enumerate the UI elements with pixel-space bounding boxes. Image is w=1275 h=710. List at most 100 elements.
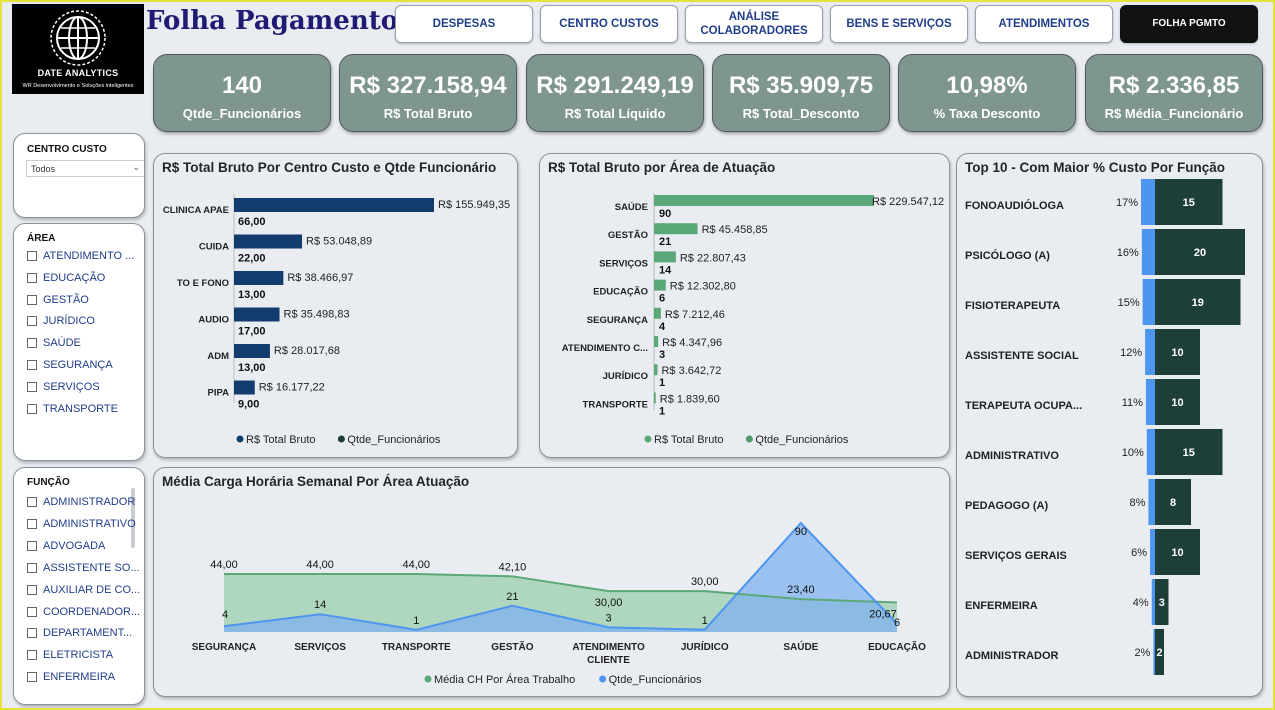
bar-qtde-funcionarios[interactable] (1155, 279, 1241, 325)
bar-total-bruto[interactable] (654, 307, 661, 319)
bar-total-bruto[interactable] (654, 251, 676, 263)
checkbox[interactable] (27, 650, 37, 661)
bar-percent-custo[interactable] (1151, 579, 1155, 625)
checkbox[interactable] (27, 338, 37, 349)
checkbox[interactable] (27, 316, 37, 327)
centro-custo-dropdown[interactable]: Todos ⌄ (26, 160, 144, 177)
bar-qtde-funcionarios[interactable] (1155, 629, 1164, 675)
bar-percent-custo[interactable] (1141, 179, 1155, 225)
data-label: 1 (659, 377, 665, 389)
kpi-value: 10,98% (946, 72, 1028, 99)
kpi-value: R$ 291.249,19 (536, 72, 694, 99)
checkbox[interactable] (27, 606, 37, 617)
scrollbar[interactable] (131, 488, 135, 548)
data-label: 44,00 (403, 559, 431, 571)
funcao-option-departament[interactable]: DEPARTAMENT... (27, 625, 132, 641)
funcao-option-eletricista[interactable]: ELETRICISTA (27, 647, 113, 663)
bar-qtde-funcionarios[interactable] (1155, 329, 1200, 375)
bar-total-bruto[interactable] (654, 392, 656, 404)
data-label: 4 (659, 321, 666, 333)
checkbox[interactable] (27, 360, 37, 370)
data-label: 1 (702, 615, 708, 627)
data-label: 21 (659, 236, 671, 248)
checkbox[interactable] (27, 272, 37, 283)
category-label: ADMINISTRATIVO (965, 450, 1059, 462)
area-option-educacao[interactable]: EDUCAÇÃO (27, 270, 105, 286)
bar-total-bruto[interactable] (234, 234, 303, 249)
bar-qtde-funcionarios[interactable] (1155, 579, 1169, 625)
checkbox[interactable] (27, 584, 37, 595)
tab-atendimentos[interactable]: ATENDIMENTOS (975, 5, 1113, 43)
category-label: CLINICA APAE (163, 205, 229, 216)
bar-percent-custo[interactable] (1141, 229, 1155, 275)
tab-bens-servicos[interactable]: BENS E SERVIÇOS (830, 5, 968, 43)
tab-folha-pgmto[interactable]: FOLHA PGMTO (1120, 5, 1258, 43)
slicer-title: FUNÇÃO (27, 477, 70, 488)
checkbox[interactable] (27, 562, 37, 573)
checkbox[interactable] (27, 251, 37, 261)
funcao-option-auxiliar-de-co[interactable]: AUXILIAR DE CO... (27, 582, 140, 598)
checkbox[interactable] (27, 672, 37, 683)
option-label: EDUCAÇÃO (43, 271, 106, 284)
data-label: R$ 22.807,43 (680, 252, 746, 264)
tab-analise-colaboradores[interactable]: ANÁLISE COLABORADORES (685, 5, 823, 43)
data-label: 66,00 (238, 216, 266, 228)
bar-total-bruto[interactable] (234, 271, 284, 285)
bar-qtde-funcionarios[interactable] (1155, 229, 1245, 275)
chart-carga-horaria-svg: 44,00 4 SEGURANÇA 44,00 14 SERVIÇOS 44,00 1 TRAN… (192, 521, 926, 686)
tab-centro-custos[interactable]: CENTRO CUSTOS (540, 5, 678, 43)
bar-qtde-funcionarios[interactable] (1155, 179, 1223, 225)
funcao-option-coordenador[interactable]: COORDENADOR... (27, 604, 140, 620)
bar-percent-custo[interactable] (1146, 429, 1155, 475)
data-label: 10% (1122, 447, 1144, 459)
data-label: 9,00 (238, 399, 259, 411)
checkbox[interactable] (27, 403, 37, 414)
bar-total-bruto[interactable] (234, 380, 255, 395)
area-option-servicos[interactable]: SERVIÇOS (27, 379, 100, 395)
bar-total-bruto[interactable] (234, 307, 280, 322)
checkbox[interactable] (27, 294, 37, 305)
bar-total-bruto[interactable] (654, 223, 698, 235)
bar-percent-custo[interactable] (1145, 379, 1155, 425)
checkbox[interactable] (27, 518, 37, 529)
legend-label: R$ Total Bruto (246, 434, 316, 446)
area-option-saude[interactable]: SAÚDE (27, 335, 81, 351)
funcao-option-administrador[interactable]: ADMINISTRADOR (27, 494, 135, 510)
data-label: 2% (1134, 647, 1150, 659)
bar-qtde-funcionarios[interactable] (1155, 529, 1200, 575)
bar-percent-custo[interactable] (1148, 479, 1155, 525)
data-label: R$ 7.212,46 (665, 309, 725, 321)
checkbox[interactable] (27, 540, 37, 551)
bar-total-bruto[interactable] (654, 195, 874, 206)
checkbox[interactable] (27, 381, 37, 392)
bar-percent-custo[interactable] (1150, 529, 1155, 575)
bar-total-bruto[interactable] (234, 198, 434, 212)
funcao-option-advogada[interactable]: ADVOGADA (27, 538, 105, 554)
bar-qtde-funcionarios[interactable] (1155, 379, 1200, 425)
bar-total-bruto[interactable] (234, 344, 270, 358)
funcao-option-enfermeira[interactable]: ENFERMEIRA (27, 669, 115, 685)
legend-label: Qtde_Funcionários (609, 674, 702, 686)
bar-qtde-funcionarios[interactable] (1155, 429, 1223, 475)
data-label: 13,00 (238, 289, 266, 301)
tab-despesas[interactable]: DESPESAS (395, 5, 533, 43)
checkbox[interactable] (27, 497, 37, 507)
area-option-juridico[interactable]: JURÍDICO (27, 313, 95, 329)
bar-percent-custo[interactable] (1153, 629, 1155, 675)
area-option-seguranca[interactable]: SEGURANÇA (27, 357, 113, 373)
area-option-atendimento[interactable]: ATENDIMENTO ... (27, 248, 134, 264)
funcao-option-assistente-so[interactable]: ASSISTENTE SO... (27, 560, 140, 576)
bar-percent-custo[interactable] (1145, 329, 1155, 375)
bar-total-bruto[interactable] (654, 279, 666, 291)
funcao-option-administrativo[interactable]: ADMINISTRATIVO (27, 516, 136, 532)
checkbox[interactable] (27, 628, 37, 639)
data-label: 3 (606, 612, 612, 624)
area-option-gestao[interactable]: GESTÃO (27, 292, 89, 308)
legend-marker (599, 675, 607, 683)
bar-total-bruto[interactable] (654, 336, 659, 347)
bar-qtde-funcionarios[interactable] (1155, 479, 1191, 525)
bar-percent-custo[interactable] (1142, 279, 1155, 325)
area-option-transporte[interactable]: TRANSPORTE (27, 401, 118, 417)
bar-total-bruto[interactable] (654, 364, 658, 376)
kpi-card-taxa-desconto: 10,98% % Taxa Desconto (898, 54, 1076, 132)
